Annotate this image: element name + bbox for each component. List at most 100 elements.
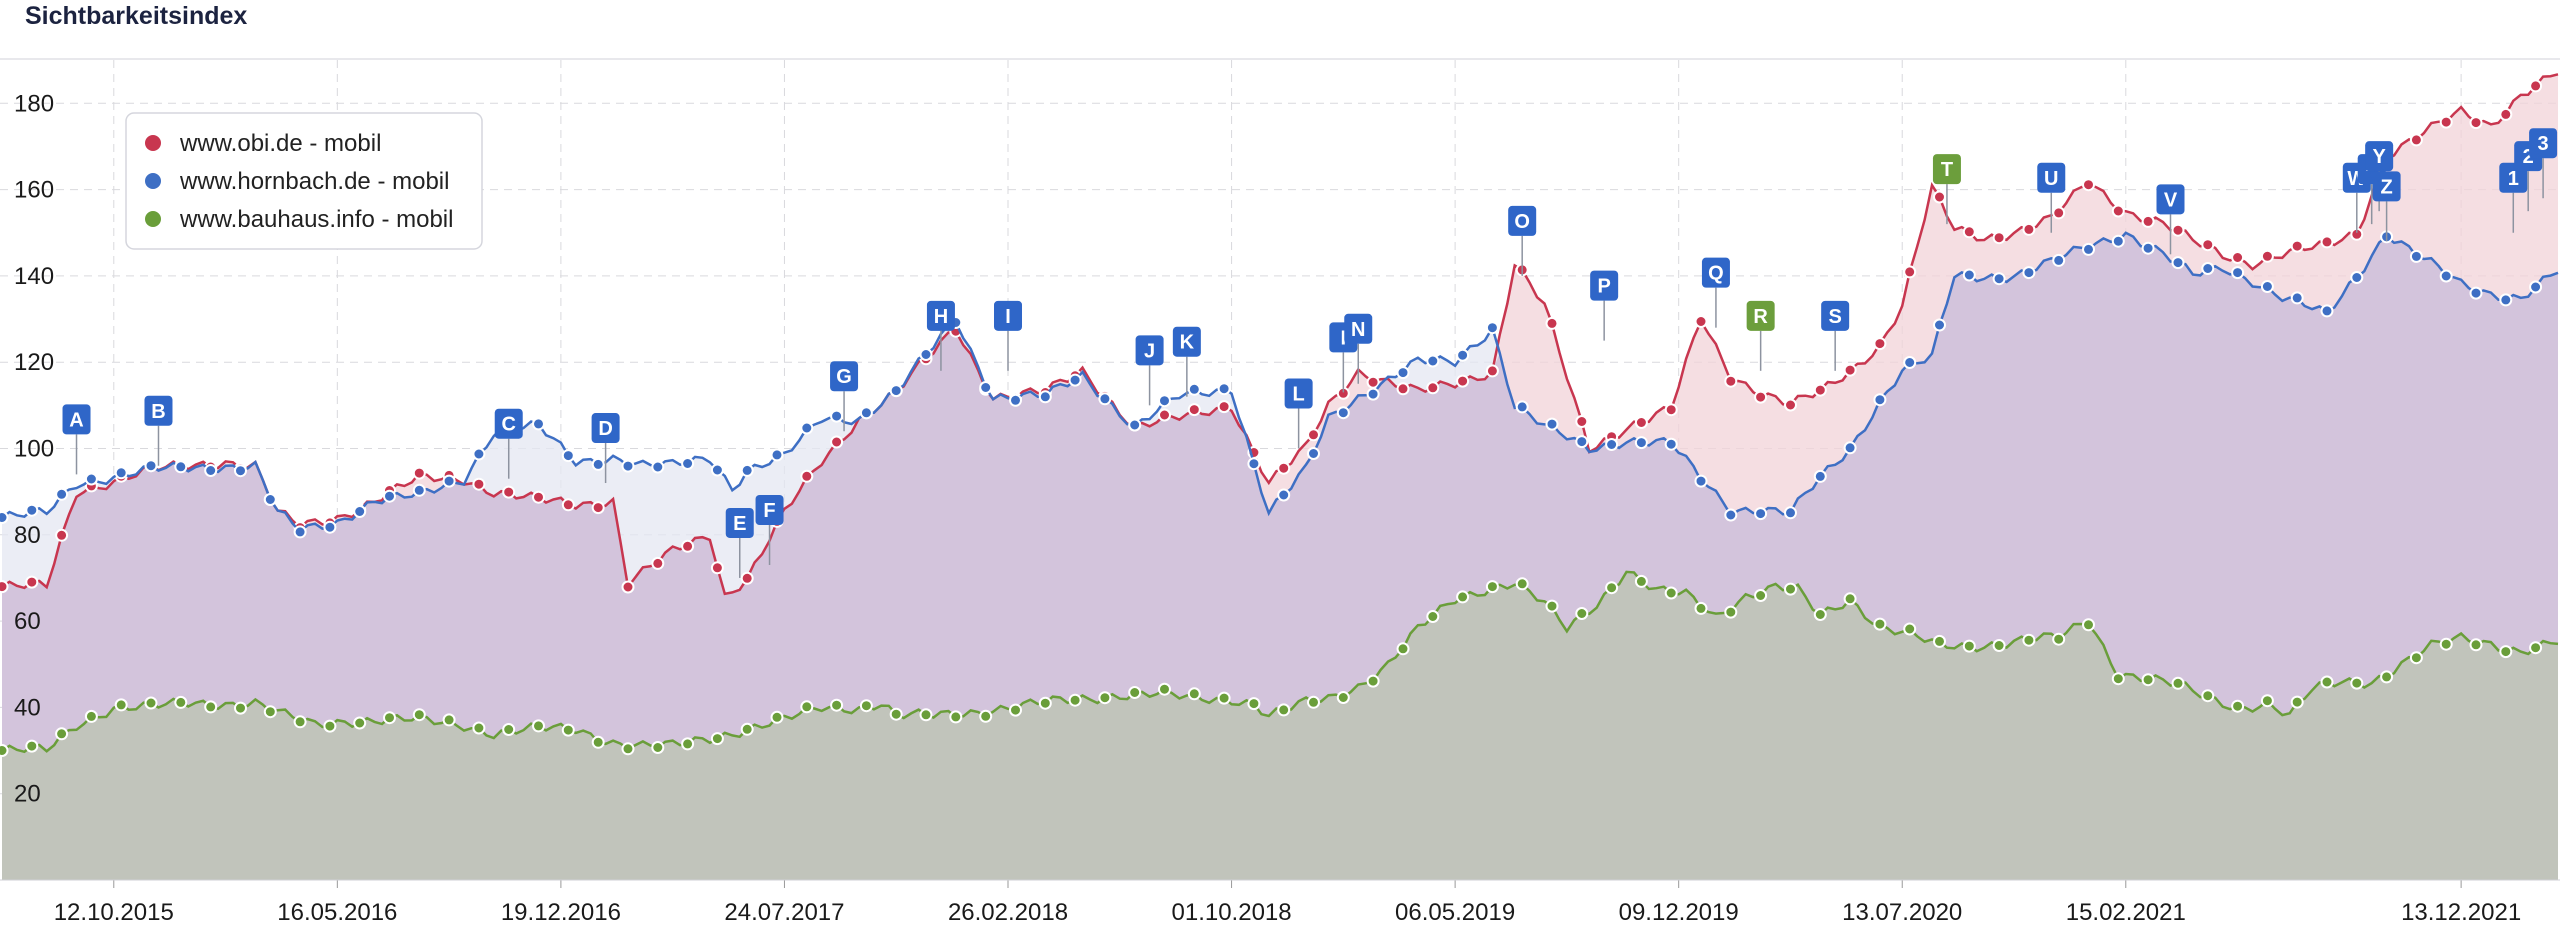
flag-label: V — [2164, 189, 2178, 211]
point-obi — [561, 498, 575, 512]
point-obi — [2201, 238, 2215, 252]
chart-header: Sichtbarkeitsindex — [0, 0, 2560, 60]
flag-badge — [1508, 205, 1537, 236]
point-bauhaus — [1754, 589, 1768, 602]
point-obi — [0, 580, 9, 594]
point-obi — [2409, 133, 2423, 147]
point-obi — [2141, 214, 2155, 228]
point-bauhaus — [1873, 617, 1887, 631]
point-obi — [2082, 178, 2095, 192]
point-bauhaus — [2499, 645, 2513, 659]
point-bauhaus — [2022, 633, 2036, 647]
point-hornbach — [0, 511, 9, 524]
point-obi — [740, 571, 754, 585]
flag-badge — [62, 404, 91, 435]
flag-label: 3 — [2538, 133, 2549, 155]
point-obi — [1456, 374, 1470, 388]
point-hornbach — [1485, 321, 1499, 335]
point-hornbach — [2260, 280, 2274, 293]
flag-badge — [1344, 313, 1373, 344]
point-hornbach — [800, 421, 814, 435]
legend-marker — [145, 135, 161, 151]
point-hornbach — [2499, 293, 2513, 307]
point-hornbach — [2231, 266, 2245, 280]
flag-badge — [2372, 171, 2401, 202]
point-bauhaus — [859, 699, 873, 713]
point-obi — [1664, 403, 1678, 417]
point-bauhaus — [323, 719, 337, 733]
y-tick-label: 100 — [14, 436, 54, 463]
point-bauhaus — [1217, 691, 1231, 705]
flag-label: D — [598, 418, 612, 440]
point-hornbach — [1903, 356, 1917, 369]
point-bauhaus — [25, 739, 39, 753]
flag-badge — [2037, 162, 2066, 193]
point-bauhaus — [1098, 691, 1112, 705]
point-bauhaus — [2171, 676, 2185, 690]
point-bauhaus — [84, 709, 98, 723]
y-tick-label: 40 — [14, 694, 41, 721]
point-hornbach — [1843, 441, 1857, 455]
point-obi — [1187, 403, 1201, 417]
point-obi — [55, 528, 69, 542]
point-obi — [1277, 461, 1291, 475]
point-bauhaus — [174, 695, 188, 709]
point-bauhaus — [1307, 695, 1320, 709]
point-hornbach — [25, 503, 39, 517]
point-hornbach — [412, 483, 426, 497]
point-bauhaus — [293, 715, 307, 729]
legend: www.obi.de - mobil www.hornbach.de - mobi… — [125, 112, 483, 250]
flag-badge — [494, 408, 523, 439]
point-hornbach — [174, 460, 188, 474]
point-obi — [2111, 204, 2125, 218]
legend-label: www.hornbach.de - mobil — [179, 168, 449, 195]
point-obi — [621, 580, 635, 594]
point-hornbach — [1933, 318, 1946, 332]
y-tick-label: 120 — [14, 349, 54, 376]
point-hornbach — [442, 474, 456, 488]
flag-U: U — [2037, 162, 2066, 233]
point-obi — [2320, 235, 2334, 249]
point-hornbach — [532, 417, 545, 431]
point-bauhaus — [621, 742, 635, 756]
point-obi — [2052, 206, 2066, 220]
point-bauhaus — [502, 723, 516, 736]
x-tick-label: 13.07.2020 — [1842, 899, 1962, 926]
flag-badge — [1135, 335, 1164, 366]
point-obi — [25, 575, 39, 589]
point-obi — [710, 561, 724, 575]
point-hornbach — [2022, 266, 2036, 280]
flag-badge — [725, 507, 754, 538]
point-hornbach — [830, 409, 844, 423]
point-bauhaus — [1634, 574, 1648, 588]
y-tick-label: 80 — [14, 522, 41, 549]
series-lines — [0, 73, 2559, 757]
flag-badge — [1284, 378, 1313, 409]
flag-E: E — [725, 507, 754, 578]
point-hornbach — [2439, 269, 2453, 283]
legend-marker — [145, 211, 161, 227]
point-hornbach — [472, 447, 486, 461]
point-bauhaus — [472, 721, 486, 735]
point-obi — [1724, 374, 1738, 388]
flag-J: J — [1135, 335, 1164, 406]
point-hornbach — [55, 487, 69, 501]
x-tick-label: 15.02.2021 — [2066, 899, 2186, 926]
point-obi — [2231, 251, 2245, 264]
point-bauhaus — [2350, 676, 2364, 690]
point-bauhaus — [949, 710, 963, 724]
point-obi — [1933, 190, 1946, 204]
point-bauhaus — [919, 708, 933, 722]
flag-N: N — [1344, 313, 1373, 384]
point-hornbach — [859, 406, 873, 420]
flag-label: P — [1597, 276, 1610, 298]
point-bauhaus — [1843, 592, 1857, 606]
flag-P: P — [1590, 270, 1619, 341]
flag-badge — [2365, 141, 2394, 172]
point-hornbach — [1962, 268, 1976, 282]
point-hornbach — [1009, 393, 1022, 407]
point-obi — [1962, 225, 1976, 239]
point-hornbach — [651, 460, 665, 474]
x-tick-label: 12.10.2015 — [54, 899, 174, 926]
series-areas — [2, 74, 2558, 881]
